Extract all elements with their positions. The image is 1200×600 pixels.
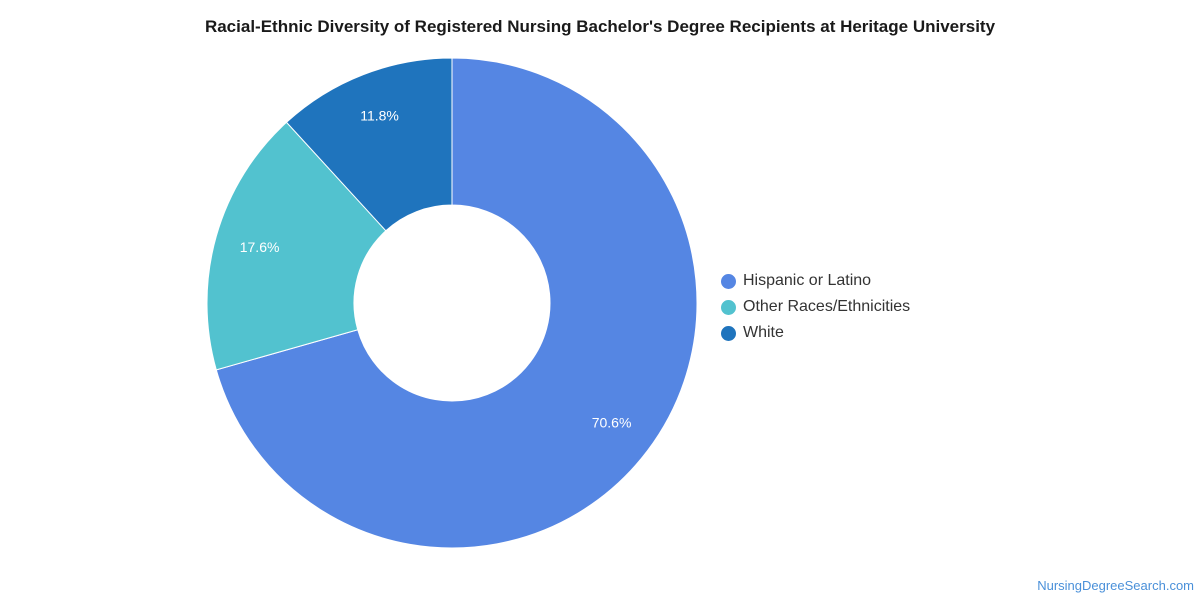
legend-item[interactable]: Hispanic or Latino <box>721 268 910 294</box>
chart-title: Racial-Ethnic Diversity of Registered Nu… <box>204 17 996 36</box>
legend-label: Hispanic or Latino <box>743 272 872 289</box>
legend-item[interactable]: Other Races/Ethnicities <box>721 294 910 320</box>
slice-label: 17.6% <box>240 239 280 255</box>
slice-label: 70.6% <box>592 414 632 430</box>
source-credit[interactable]: NursingDegreeSearch.com <box>1037 578 1194 593</box>
legend-label: Other Races/Ethnicities <box>743 298 911 315</box>
legend-swatch <box>721 325 736 341</box>
slice-other-races-ethnicities[interactable] <box>206 121 387 371</box>
slice-label: 11.8% <box>360 107 399 123</box>
chart-legend: Hispanic or Latino Other Races/Ethnicitie… <box>721 268 910 346</box>
legend-item[interactable]: White <box>721 320 910 346</box>
slice-hispanic-or-latino[interactable] <box>215 57 698 549</box>
legend-swatch <box>721 299 736 315</box>
legend-swatch <box>721 273 736 289</box>
slice-white[interactable] <box>285 57 453 232</box>
legend-label: White <box>743 324 784 341</box>
